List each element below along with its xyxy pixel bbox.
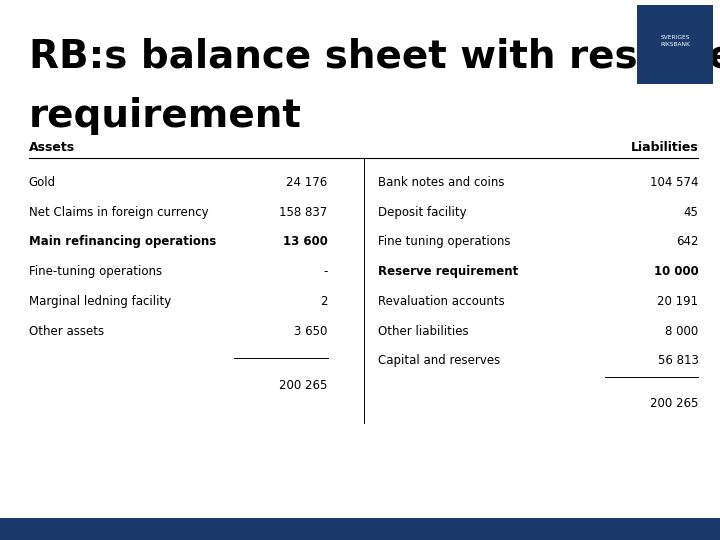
FancyBboxPatch shape xyxy=(637,5,713,84)
Text: Assets: Assets xyxy=(29,141,75,154)
Text: Fine-tuning operations: Fine-tuning operations xyxy=(29,265,162,278)
Text: Main refinancing operations: Main refinancing operations xyxy=(29,235,216,248)
Text: Bank notes and coins: Bank notes and coins xyxy=(378,176,505,189)
Text: Marginal ledning facility: Marginal ledning facility xyxy=(29,295,171,308)
Text: 56 813: 56 813 xyxy=(657,354,698,367)
Text: Net Claims in foreign currency: Net Claims in foreign currency xyxy=(29,206,208,219)
Text: 2: 2 xyxy=(320,295,328,308)
Text: Liabilities: Liabilities xyxy=(631,141,698,154)
Text: 642: 642 xyxy=(676,235,698,248)
Text: 200 265: 200 265 xyxy=(279,379,328,392)
Text: 20 191: 20 191 xyxy=(657,295,698,308)
Text: Gold: Gold xyxy=(29,176,56,189)
Text: Revaluation accounts: Revaluation accounts xyxy=(378,295,505,308)
Text: 200 265: 200 265 xyxy=(650,397,698,410)
Text: Deposit facility: Deposit facility xyxy=(378,206,467,219)
Text: 158 837: 158 837 xyxy=(279,206,328,219)
Text: Other assets: Other assets xyxy=(29,325,104,338)
Text: RB:s balance sheet with reserve: RB:s balance sheet with reserve xyxy=(29,38,720,76)
Text: SVERIGES
RIKSBANK: SVERIGES RIKSBANK xyxy=(660,35,690,46)
FancyBboxPatch shape xyxy=(0,518,720,540)
Text: 8 000: 8 000 xyxy=(665,325,698,338)
Text: requirement: requirement xyxy=(29,97,302,135)
Text: 3 650: 3 650 xyxy=(294,325,328,338)
Text: Other liabilities: Other liabilities xyxy=(378,325,469,338)
Text: Capital and reserves: Capital and reserves xyxy=(378,354,500,367)
Text: 45: 45 xyxy=(683,206,698,219)
Text: Fine tuning operations: Fine tuning operations xyxy=(378,235,510,248)
Text: -: - xyxy=(323,265,328,278)
Text: 104 574: 104 574 xyxy=(650,176,698,189)
Text: 10 000: 10 000 xyxy=(654,265,698,278)
Text: 24 176: 24 176 xyxy=(287,176,328,189)
Text: 13 600: 13 600 xyxy=(283,235,328,248)
Text: Reserve requirement: Reserve requirement xyxy=(378,265,518,278)
